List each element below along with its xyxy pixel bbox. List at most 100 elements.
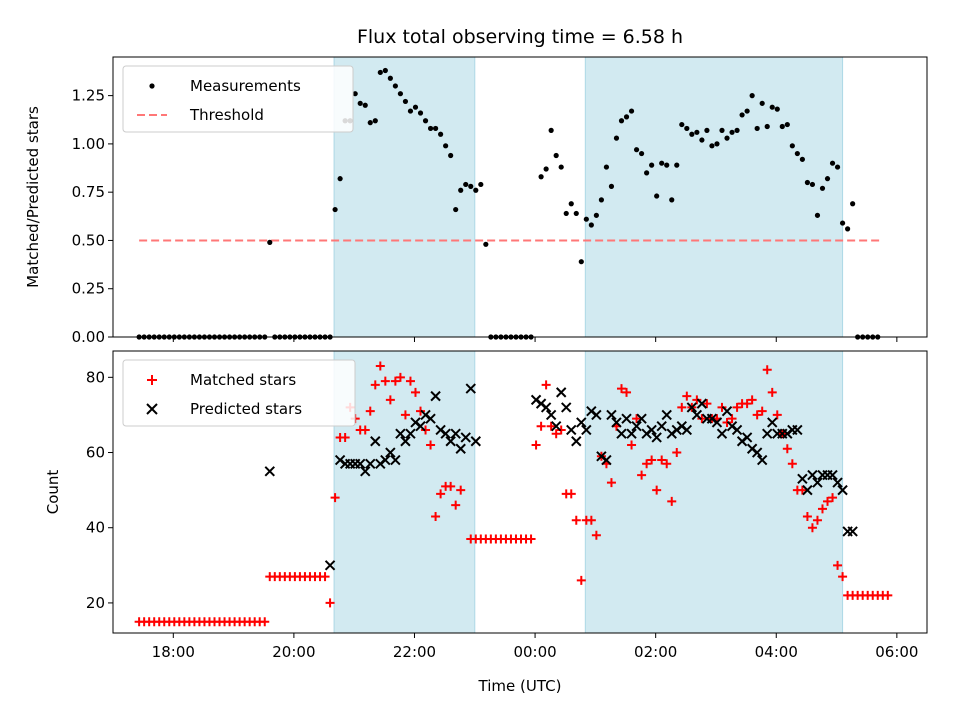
predicted-point <box>540 402 552 413</box>
predicted-point <box>837 484 848 496</box>
observing-span-2 <box>584 350 844 634</box>
measurement-point <box>834 164 841 170</box>
matched-point <box>787 459 797 469</box>
chart-title: Flux total observing time = 6.58 h <box>357 26 683 48</box>
measurement-point <box>744 108 750 114</box>
measurement-point <box>538 174 544 180</box>
predicted-point <box>380 454 391 466</box>
measurement-point <box>397 91 404 97</box>
predicted-point <box>721 405 733 417</box>
predicted-point <box>686 402 698 413</box>
measurement-point <box>794 150 800 157</box>
measurement-point <box>804 179 811 186</box>
predicted-point <box>802 484 813 496</box>
measurement-point <box>759 100 765 106</box>
measurement-point <box>332 206 338 213</box>
matched-point <box>797 485 807 495</box>
predicted-point <box>550 420 562 432</box>
legend-label: Predicted stars <box>190 400 302 418</box>
predicted-point <box>812 477 823 488</box>
matched-point <box>622 387 632 397</box>
predicted-point <box>545 409 557 421</box>
measurement-point <box>704 127 710 133</box>
measurement-point <box>387 75 393 81</box>
measurement-point <box>598 197 605 203</box>
predicted-point <box>455 443 466 454</box>
measurement-point <box>337 176 343 182</box>
matched-point <box>616 384 626 394</box>
matched-point <box>732 402 742 412</box>
predicted-point <box>400 436 411 447</box>
matched-point <box>672 448 682 458</box>
measurement-point <box>679 121 685 128</box>
predicted-point <box>566 424 577 436</box>
predicted-point <box>731 424 743 436</box>
measurement-point <box>377 69 383 76</box>
y-tick-label: 0.75 <box>72 183 105 201</box>
measurement-point <box>649 162 655 168</box>
measurement-point <box>407 108 414 114</box>
matched-point <box>828 493 838 503</box>
x-tick-label: 20:00 <box>272 643 315 661</box>
predicted-point <box>807 469 818 481</box>
y-tick-label: 1.25 <box>72 87 105 105</box>
legend-label: Measurements <box>190 77 301 95</box>
matched-point <box>551 429 561 439</box>
measurement-point <box>583 216 589 222</box>
measurement-point <box>829 160 836 166</box>
predicted-point <box>430 390 441 402</box>
measurement-point <box>809 181 816 188</box>
y-tick-label: 60 <box>86 444 105 462</box>
matched-point <box>817 504 827 514</box>
measurement-point <box>608 183 615 189</box>
measurement-point <box>764 123 770 130</box>
predicted-point <box>360 466 371 477</box>
measurement-point <box>734 127 740 133</box>
predicted-point <box>460 432 471 443</box>
measurement-point <box>362 102 368 108</box>
y-tick-label: 0.00 <box>72 328 105 346</box>
predicted-point <box>606 409 617 421</box>
matched-point <box>642 459 652 469</box>
measurement-point <box>593 212 599 218</box>
measurement-point <box>749 93 755 99</box>
measurement-point <box>779 123 785 130</box>
predicted-point <box>355 458 366 470</box>
matched-point <box>883 590 893 600</box>
matched-point <box>637 470 647 480</box>
measurement-point <box>850 201 856 207</box>
predicted-point <box>365 458 376 470</box>
measurement-point <box>603 164 610 170</box>
matched-point <box>782 444 792 454</box>
predicted-point <box>611 417 622 428</box>
predicted-point <box>385 447 396 458</box>
matched-point <box>531 440 541 450</box>
measurement-point <box>448 152 454 159</box>
predicted-point <box>696 398 708 409</box>
measurement-point <box>357 100 363 106</box>
measurement-point <box>392 83 398 89</box>
measurement-point <box>774 106 780 112</box>
matched-point <box>426 440 436 450</box>
top-axes-frame <box>112 56 928 338</box>
series-matched-stars <box>134 361 893 627</box>
x-axis-label: Time (UTC) <box>478 677 562 695</box>
matched-point <box>747 395 757 405</box>
observing-span-1 <box>333 56 476 338</box>
matched-point <box>632 414 642 424</box>
predicted-point <box>741 432 753 443</box>
measurement-point <box>543 166 549 172</box>
matched-point <box>380 376 390 386</box>
matched-point <box>807 523 817 533</box>
x-tick-label: 06:00 <box>875 643 918 661</box>
measurement-point <box>724 135 730 141</box>
matched-point <box>772 410 782 420</box>
matched-point <box>657 455 667 465</box>
x-tick-label: 18:00 <box>152 643 195 661</box>
matched-point <box>823 496 833 506</box>
predicted-point <box>651 432 662 443</box>
matched-point <box>325 598 335 608</box>
predicted-point <box>591 409 602 421</box>
predicted-point <box>581 424 592 436</box>
matched-point <box>395 372 405 382</box>
